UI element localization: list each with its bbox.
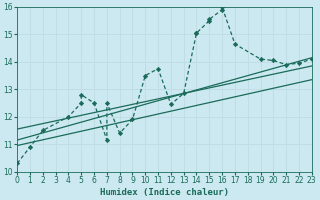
X-axis label: Humidex (Indice chaleur): Humidex (Indice chaleur) <box>100 188 229 197</box>
